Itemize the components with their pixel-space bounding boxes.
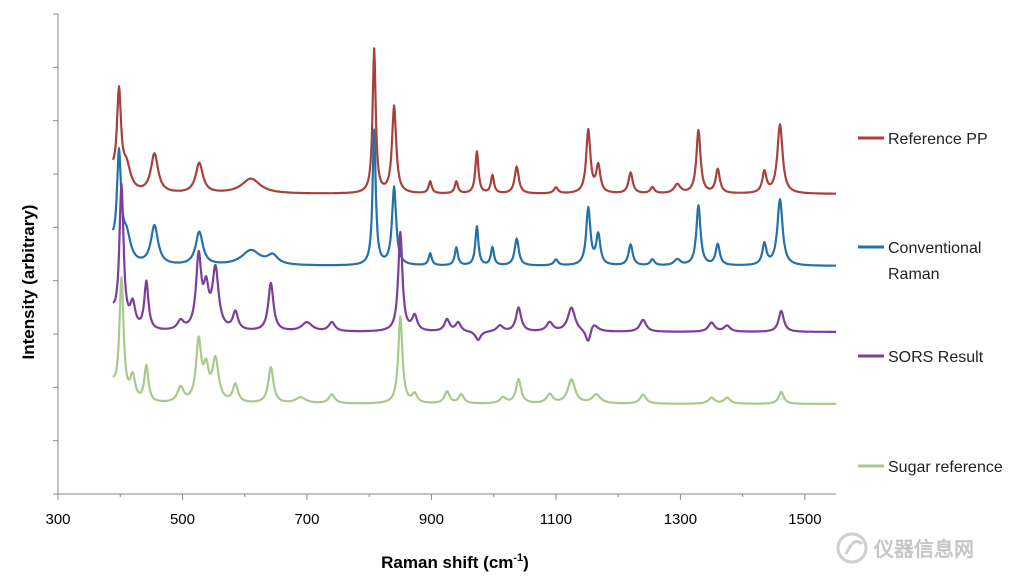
x-axis-title-main: Raman shift (cm [381, 553, 513, 572]
x-tick-label: 1300 [664, 511, 697, 528]
y-axis-title: Intensity (arbitrary) [19, 205, 38, 360]
x-axis-title: Raman shift (cm-1) [381, 552, 529, 572]
x-axis: 300 500 700 900 1100 1300 1500 [45, 493, 836, 528]
x-tick-label: 1500 [788, 511, 821, 528]
legend-label: Sugar reference [888, 459, 1003, 476]
series-line-4 [112, 276, 837, 405]
legend-label: Reference PP [888, 131, 988, 148]
watermark-text: 仪器信息网 [873, 537, 974, 561]
legend-label: Raman [888, 266, 940, 283]
x-axis-title-superscript: -1 [513, 552, 523, 564]
legend-entry-2: Conventional Raman [858, 240, 981, 283]
series-line-1 [111, 47, 837, 195]
legend-entry-3: SORS Result [858, 349, 984, 366]
series-line-3 [112, 182, 837, 342]
watermark: 仪器信息网 [836, 532, 974, 564]
x-tick-label: 900 [419, 511, 444, 528]
x-tick-label: 1100 [540, 511, 572, 528]
legend-entry-4: Sugar reference [858, 459, 1003, 476]
x-tick-label: 300 [45, 511, 70, 528]
y-axis [53, 13, 59, 495]
series-layer [111, 47, 837, 405]
x-axis-title-close: ) [523, 553, 529, 572]
legend-entry-1: Reference PP [858, 131, 988, 148]
legend-label: SORS Result [888, 349, 984, 366]
legend: Reference PP Conventional Raman SORS Result… [858, 131, 1003, 476]
x-tick-label: 700 [294, 511, 319, 528]
watermark-logo-icon [836, 532, 868, 564]
legend-label: Conventional [888, 240, 981, 257]
x-tick-label: 500 [170, 511, 195, 528]
series-line-2 [111, 128, 837, 267]
